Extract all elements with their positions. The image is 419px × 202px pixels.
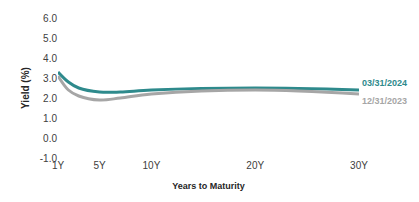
svg-text:6.0: 6.0 (43, 13, 57, 24)
svg-text:Years to Maturity: Years to Maturity (172, 181, 245, 191)
svg-text:30Y: 30Y (350, 160, 368, 171)
svg-text:Yield (%): Yield (%) (20, 67, 31, 109)
svg-text:4.0: 4.0 (43, 53, 57, 64)
svg-text:03/31/2024: 03/31/2024 (362, 78, 407, 88)
svg-text:3.0: 3.0 (43, 73, 57, 84)
svg-text:5Y: 5Y (93, 160, 106, 171)
svg-text:5.0: 5.0 (43, 33, 57, 44)
svg-text:1Y: 1Y (52, 160, 65, 171)
svg-text:2.0: 2.0 (43, 93, 57, 104)
svg-text:1.0: 1.0 (43, 113, 57, 124)
svg-text:20Y: 20Y (246, 160, 264, 171)
svg-text:10Y: 10Y (143, 160, 161, 171)
svg-text:12/31/2023: 12/31/2023 (362, 96, 407, 106)
svg-text:0.0: 0.0 (43, 133, 57, 144)
svg-text:-1.0: -1.0 (40, 153, 58, 164)
